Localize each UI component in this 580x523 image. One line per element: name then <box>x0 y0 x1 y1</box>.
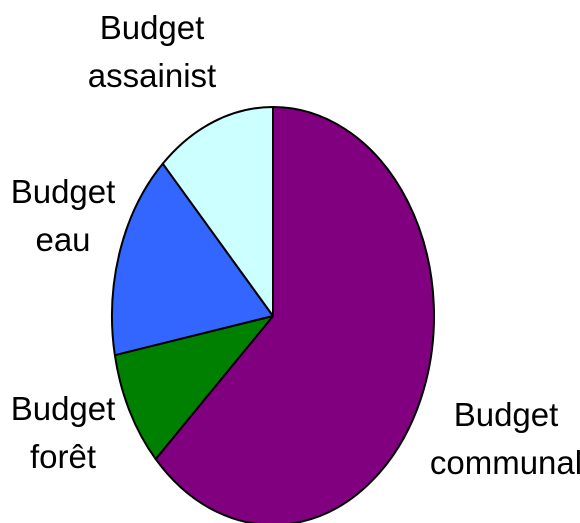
slice-label-foret: Budget forêt <box>11 390 116 475</box>
slice-label-line: forêt <box>30 438 96 475</box>
pie-slice-foret <box>113 315 274 461</box>
slice-label-line: communal <box>430 444 580 481</box>
pie-slice-assainist <box>161 106 274 317</box>
slice-label-communal: Budget communal <box>430 396 580 481</box>
slice-label-eau: Budget eau <box>11 173 116 258</box>
slice-label-line: assainist <box>88 57 216 94</box>
slice-label-assainist: Budget assainist <box>88 9 216 94</box>
pie-slice-communal <box>154 106 435 523</box>
slice-label-line: Budget <box>454 396 559 433</box>
slice-label-line: Budget <box>11 390 116 427</box>
slice-label-line: Budget <box>11 173 116 210</box>
pie-slices <box>111 106 435 523</box>
slice-label-line: eau <box>35 221 90 258</box>
pie-slice-eau <box>111 162 274 357</box>
slice-label-line: Budget <box>100 9 205 46</box>
